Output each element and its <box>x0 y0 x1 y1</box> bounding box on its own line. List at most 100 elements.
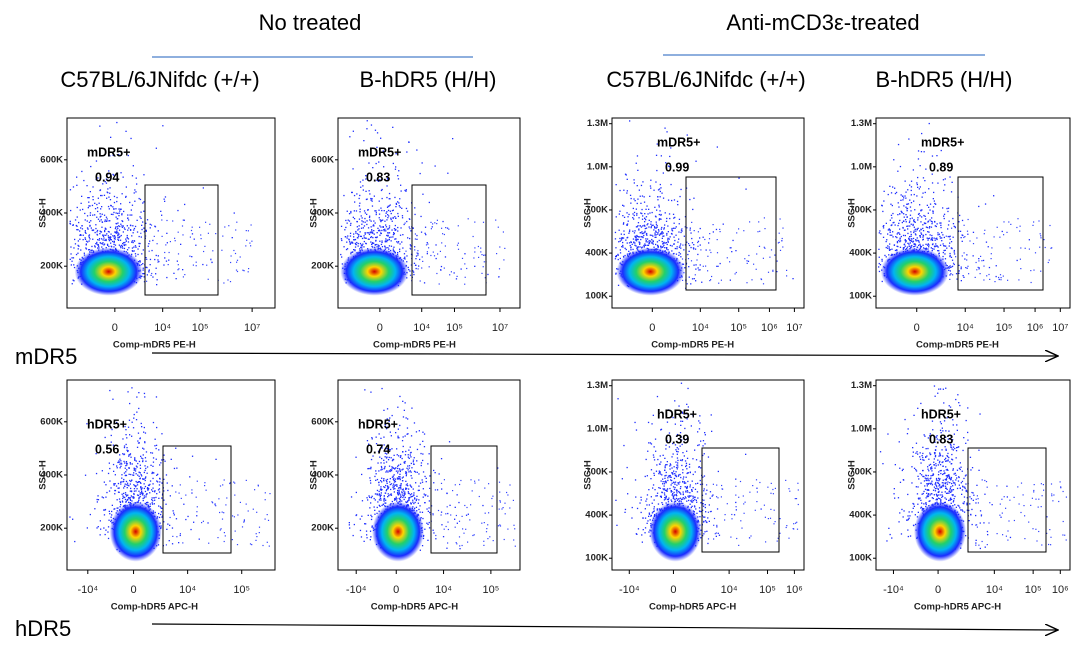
event-dot <box>961 240 963 242</box>
event-dot <box>923 151 925 153</box>
event-dot <box>896 240 899 243</box>
event-dot <box>439 250 441 252</box>
event-dot <box>358 197 360 200</box>
event-dot <box>379 234 381 236</box>
event-dot <box>420 231 423 233</box>
event-dot <box>958 221 960 223</box>
event-dot <box>406 210 409 212</box>
event-dot <box>147 484 150 486</box>
event-dot <box>635 208 637 210</box>
event-dot <box>127 496 130 499</box>
event-dot <box>122 438 124 440</box>
event-dot <box>365 242 367 244</box>
x-tick-label: 0 <box>130 584 136 596</box>
event-dot <box>646 238 649 240</box>
y-tick-label: 600K <box>40 416 63 427</box>
event-dot <box>126 494 128 496</box>
event-dot <box>102 497 105 499</box>
event-dot <box>115 226 117 228</box>
event-dot <box>350 222 352 225</box>
event-dot <box>106 233 108 235</box>
event-dot <box>113 174 115 176</box>
event-dot <box>361 515 363 517</box>
event-dot <box>348 239 350 241</box>
event-dot <box>430 254 432 257</box>
event-dot <box>902 234 905 237</box>
event-dot <box>482 221 485 223</box>
event-dot <box>97 495 99 497</box>
event-dot <box>632 230 634 232</box>
event-dot <box>427 243 429 245</box>
event-dot <box>114 508 116 510</box>
event-dot <box>908 221 911 224</box>
event-dot <box>118 244 120 246</box>
event-dot <box>408 269 410 271</box>
event-dot <box>779 218 781 220</box>
event-dot <box>464 253 466 255</box>
event-dot <box>633 211 636 214</box>
event-dot <box>781 237 783 240</box>
event-dot <box>964 236 966 238</box>
event-dot <box>178 268 180 270</box>
event-dot <box>239 256 241 258</box>
event-dot <box>923 222 926 224</box>
event-dot <box>645 227 648 229</box>
event-dot <box>620 233 622 235</box>
event-dot <box>403 492 405 494</box>
gate-value: 0.99 <box>665 160 689 174</box>
event-dot <box>165 544 167 546</box>
event-dot <box>699 269 701 271</box>
event-dot <box>109 238 112 241</box>
event-dot <box>117 234 119 236</box>
event-dot <box>114 231 116 233</box>
event-dot <box>376 246 378 248</box>
event-dot <box>758 245 761 247</box>
event-dot <box>912 223 914 226</box>
event-dot <box>112 444 114 446</box>
event-dot <box>353 194 356 197</box>
event-dot <box>122 501 124 503</box>
event-dot <box>925 243 927 245</box>
event-dot <box>642 181 644 183</box>
event-dot <box>386 206 389 208</box>
event-dot <box>137 432 140 434</box>
event-dot <box>143 487 145 490</box>
event-dot <box>369 231 372 233</box>
event-dot <box>1030 281 1032 284</box>
event-dot <box>126 464 128 466</box>
event-dot <box>341 239 343 242</box>
event-dot <box>887 233 889 235</box>
event-dot <box>131 421 133 423</box>
event-dot <box>144 479 146 482</box>
event-dot <box>909 206 912 208</box>
event-dot <box>436 489 439 491</box>
event-dot <box>434 222 436 224</box>
event-dot <box>922 192 924 194</box>
gate-value: 0.83 <box>366 170 390 184</box>
event-dot <box>124 425 126 428</box>
event-dot <box>924 215 926 217</box>
event-dot <box>88 221 91 223</box>
event-dot <box>371 200 373 202</box>
event-dot <box>905 214 907 216</box>
event-dot <box>94 508 96 510</box>
event-dot <box>428 201 430 204</box>
event-dot <box>641 247 643 249</box>
event-dot <box>952 223 955 225</box>
event-dot <box>665 242 667 244</box>
event-dot <box>920 232 922 234</box>
event-dot <box>659 210 661 212</box>
event-dot <box>125 238 127 240</box>
event-dot <box>777 242 779 244</box>
event-dot <box>140 232 142 234</box>
event-dot <box>104 219 106 221</box>
event-dot <box>689 229 691 231</box>
event-dot <box>650 187 652 189</box>
event-dot <box>384 220 386 222</box>
event-dot <box>904 229 906 231</box>
event-dot <box>115 231 117 233</box>
event-dot <box>193 238 195 240</box>
event-dot <box>967 233 969 235</box>
event-dot <box>267 519 270 521</box>
event-dot <box>237 514 239 516</box>
